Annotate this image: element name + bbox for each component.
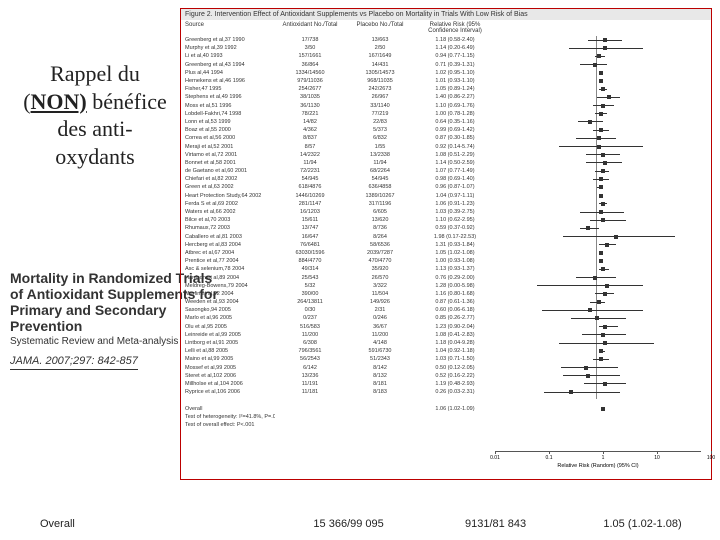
rappel-line1: Rappel du — [0, 60, 190, 88]
forest-row: Ryprice et al,106 200611/1818/1830.26 (0… — [181, 388, 711, 396]
forest-row: Sasongko,94 20050/302/310.60 (0.06-6.18) — [181, 306, 711, 314]
forest-row: Boaz et al,55 20004/3625/3730.99 (0.69-1… — [181, 126, 711, 134]
forest-row: Green et al,63 2002618/4876636/48580.96 … — [181, 183, 711, 191]
forest-row — [181, 396, 711, 404]
forest-row: Rhumaux,72 200313/7478/7360.59 (0.37-0.9… — [181, 224, 711, 232]
forest-row: Meldreg-Bowens,79 20045/323/3221.28 (0.0… — [181, 282, 711, 290]
forest-row: Test of overall effect: P<.001 — [181, 421, 711, 429]
rappel-line3: des anti- — [0, 115, 190, 143]
overall-summary: Overall 15 366/99 095 9131/81 843 1.05 (… — [0, 518, 720, 530]
forest-row: Lintborg et al,91 20056/3084/1481.18 (0.… — [181, 339, 711, 347]
forest-row: Prentice et al,77 2004884/4770470/47701.… — [181, 257, 711, 265]
figure-title: Figure 2. Intervention Effect of Antioxi… — [181, 9, 711, 20]
forest-row: Leinreide et al,99 200511/20011/2001.08 … — [181, 331, 711, 339]
forest-row: Mossef et al,99 20056/1428/1420.50 (0.12… — [181, 364, 711, 372]
forest-row: Bilce et al,70 200315/61113/6201.10 (0.6… — [181, 216, 711, 224]
forest-row: Heart Protection Study,64 20021446/10269… — [181, 192, 711, 200]
forest-row: Atbrec et al,67 200463030/15962039/72871… — [181, 249, 711, 257]
forest-row: Ferda S et al,69 2002281/1147317/11961.0… — [181, 200, 711, 208]
forest-row: Stephens et al,49 199638/103526/9671.40 … — [181, 93, 711, 101]
forest-row: Waters et al,66 200216/12036/6051.03 (0.… — [181, 208, 711, 216]
column-headers: Source Antioxidant No./Total Placebo No.… — [181, 20, 711, 36]
forest-row: Virtamo et al,72 200114/232213/23381.08 … — [181, 151, 711, 159]
forest-row: Meraji et al,52 20018/571/550.92 (0.14-5… — [181, 142, 711, 150]
forest-row: Greenberg et al,43 199436/86414/4310.71 … — [181, 61, 711, 69]
forest-plot-figure: Figure 2. Intervention Effect of Antioxi… — [180, 8, 712, 480]
forest-row: Hercberg et al,83 200476/648158/65361.31… — [181, 241, 711, 249]
forest-row: Steret et al,102 200613/2368/1320.52 (0.… — [181, 372, 711, 380]
forest-row: Plus al,44 19941334/145601305/145731.02 … — [181, 69, 711, 77]
forest-row: Fisher,47 1995254/2677242/26731.05 (0.89… — [181, 85, 711, 93]
forest-row: Harrison et al,89 200425/54326/5700.76 (… — [181, 273, 711, 281]
forest-row: Marlo et al,96 20050/2370/2460.85 (0.26-… — [181, 314, 711, 322]
forest-row: Marfin et al,92 2004390/0011/5041.16 (0.… — [181, 290, 711, 298]
forest-row: Hernekens et al,46 1996979/11036968/1103… — [181, 77, 711, 85]
x-axis: 0.010.1110100 Relative Risk (Random) (95… — [495, 451, 711, 477]
forest-row: Weeden et al,93 2004264/13811149/9260.87… — [181, 298, 711, 306]
forest-row: Moss et al,51 199636/113033/11401.10 (0.… — [181, 102, 711, 110]
rappel-line2: (NON) bénéfice — [0, 88, 190, 116]
forest-row: Caballero et al,81 200316/6478/2641.98 (… — [181, 233, 711, 241]
forest-row: Asc & selenium,78 200449/31435/9201.13 (… — [181, 265, 711, 273]
forest-row: Maino et al,99 200556/254351/23431.03 (0… — [181, 355, 711, 363]
forest-row: Correa et al,56 20008/8376/8320.87 (0.30… — [181, 134, 711, 142]
forest-row: Olu et al,95 2005516/58336/671.23 (0.90-… — [181, 323, 711, 331]
forest-row: Lobdell-Fakhri,74 199878/22177/2191.00 (… — [181, 110, 711, 118]
forest-row: de Gaetano et al,60 200172/223168/22641.… — [181, 167, 711, 175]
forest-row: Greenberg et al,37 199017/73813/6631.18 … — [181, 36, 711, 44]
forest-row: Chiefari et al,82 200254/94554/9450.98 (… — [181, 175, 711, 183]
forest-row: Bonnet et al,58 200111/9411/941.14 (0.50… — [181, 159, 711, 167]
forest-row: Lonn et al,53 199914/8222/830.64 (0.35-1… — [181, 118, 711, 126]
forest-row: Overall1.06 (1.02-1.09) — [181, 404, 711, 412]
rappel-line4: oxydants — [0, 143, 190, 171]
forest-row: Lelli et al,88 2005796/3561591/67301.04 … — [181, 347, 711, 355]
forest-rows: Greenberg et al,37 199017/73813/6631.18 … — [181, 36, 711, 429]
forest-row: Li et al,40 1993157/1661167/16490.94 (0.… — [181, 52, 711, 60]
forest-row: Test of heterogeneity: I²=41.8%, P=.002 — [181, 413, 711, 421]
left-commentary: Rappel du (NON) bénéfice des anti- oxyda… — [0, 60, 190, 170]
forest-row: Millholse et al,104 200611/1918/1811.19 … — [181, 380, 711, 388]
forest-row: Murphy et al,39 19923/502/501.14 (0.20-6… — [181, 44, 711, 52]
